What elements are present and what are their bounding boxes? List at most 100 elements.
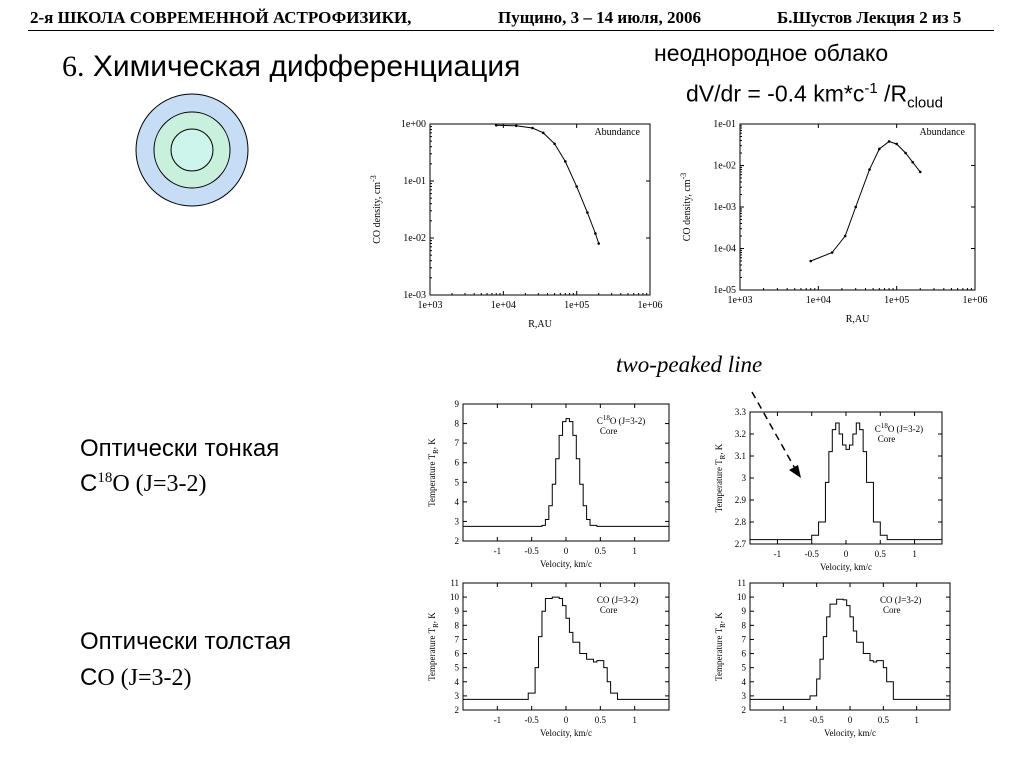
x-tick-label: 1 (632, 546, 637, 556)
series-line (750, 422, 942, 541)
data-point (531, 126, 534, 130)
legend-label-line2: Core (600, 605, 618, 615)
y-tick-label: 1e+00 (401, 119, 426, 130)
x-tick-label: -0.5 (525, 546, 540, 556)
y-tick-label: 2 (455, 536, 460, 546)
x-tick-label: -1 (494, 546, 502, 556)
header-rule (28, 30, 994, 31)
y-tick-label: 10 (737, 592, 747, 602)
y-tick-label: 4 (742, 677, 747, 687)
chart-co_core_2: -1 -0.5 0 0.5 1 2 3 4 5 6 7 8 9 10 11 Velocity, km/c Tem… (714, 578, 951, 738)
x-tick-label: 0 (564, 546, 569, 556)
y-tick-label: 8 (742, 620, 747, 630)
data-point (911, 160, 914, 164)
header-place-date: Пущино, 3 – 14 июля, 2006 (498, 8, 702, 27)
chart-c18o_two_peaked: -1 -0.5 0 0.5 1 2.7 2.8 2.9 3 3.1 3.2 3.3 Velocity, … (714, 407, 943, 572)
x-axis-label: Velocity, km/c (540, 559, 592, 569)
y-tick-label: 7 (455, 634, 460, 644)
y-tick-label: 10 (450, 592, 460, 602)
x-tick-label: 1e+03 (417, 300, 442, 311)
x-tick-label: 1e+03 (727, 295, 752, 306)
velocity-gradient-sup: -1 (864, 80, 878, 97)
y-tick-label: 11 (450, 578, 459, 588)
chart-abund1: 1e+03 1e+04 1e+05 1e+06 1e-03 1e-02 1e-01 1e+00… (369, 119, 663, 330)
velocity-gradient-sub: cloud (907, 94, 943, 112)
x-tick-label: 1e+04 (491, 300, 516, 311)
x-axis-label: R,AU (846, 314, 870, 325)
data-point (597, 242, 601, 245)
y-tick-label: 1e-03 (713, 202, 736, 213)
y-tick-label: 1e-05 (713, 285, 736, 296)
legend-label-line2: Core (600, 426, 618, 436)
x-tick-label: 0.5 (875, 549, 887, 559)
y-tick-label: 7 (742, 634, 747, 644)
x-tick-label: -1 (774, 549, 782, 559)
data-point (887, 140, 891, 143)
series-line (463, 418, 669, 527)
y-tick-label: 6 (742, 649, 747, 659)
x-axis-label: Velocity, km/c (824, 728, 876, 738)
y-tick-label: 5 (455, 663, 460, 673)
x-tick-label: 0.5 (878, 715, 890, 725)
subtitle-velocity-gradient: dV/dr = -0.4 km*c-1 /Rcloud (686, 80, 943, 111)
data-point (830, 251, 834, 254)
x-tick-label: 1e+06 (637, 300, 662, 311)
thick-species-c: C (80, 664, 98, 691)
data-point (904, 151, 907, 155)
x-tick-label: 1e+04 (806, 295, 831, 306)
y-tick-label: 9 (455, 606, 460, 616)
y-tick-label: 4 (455, 497, 460, 507)
x-tick-label: 1 (912, 549, 917, 559)
x-tick-label: 1e+05 (884, 295, 909, 306)
data-point (868, 168, 871, 171)
plot-frame (429, 123, 651, 296)
x-tick-label: -1 (494, 715, 502, 725)
data-point (594, 232, 597, 235)
data-point (895, 142, 898, 146)
y-tick-label: 2 (455, 705, 460, 715)
thin-species-sup: 18 (97, 470, 113, 486)
y-tick-label: 2.8 (735, 517, 747, 527)
data-point (494, 123, 498, 127)
velocity-gradient-rest: /R (877, 80, 908, 107)
data-point (843, 234, 847, 238)
y-tick-label: 3 (742, 691, 747, 701)
thick-species-rest: O (J=3-2) (97, 665, 192, 691)
x-tick-label: 0 (844, 549, 849, 559)
data-point (877, 147, 881, 151)
legend-label: CO (J=3-2) (880, 595, 921, 605)
data-point (564, 160, 567, 163)
plot-frame (739, 123, 976, 291)
y-tick-label: 1e-02 (403, 233, 426, 244)
data-point (586, 211, 589, 214)
x-tick-label: 0 (564, 715, 569, 725)
y-tick-label: 3.3 (735, 407, 747, 417)
subtitle-cloud: неоднородное облако (654, 40, 889, 66)
y-tick-label: 2.7 (735, 539, 747, 549)
label-thick-species: CO (J=3-2) (80, 664, 192, 692)
series-line (750, 598, 950, 700)
y-tick-label: 3.1 (735, 451, 746, 461)
y-axis-label: Temperature TR, K (427, 438, 440, 507)
legend-label: Abundance (919, 127, 965, 138)
y-tick-label: 3 (455, 516, 460, 526)
y-tick-label: 9 (455, 399, 460, 409)
title-text: Химическая дифференциация (92, 50, 521, 83)
x-tick-label: 1e+06 (962, 295, 987, 306)
y-axis-label: Temperature TR, K (714, 443, 727, 512)
thin-species-rest: O (J=3-2) (112, 471, 207, 497)
y-tick-label: 4 (455, 677, 460, 687)
y-tick-label: 1e-01 (403, 176, 426, 187)
series-line (496, 124, 600, 244)
velocity-gradient-main: dV/dr = -0.4 km*c (686, 80, 865, 107)
header-lecture: Б.Шустов Лекция 2 из 5 (777, 8, 962, 27)
x-tick-label: -0.5 (525, 715, 540, 725)
chart-co_core_1: -1 -0.5 0 0.5 1 2 3 4 5 6 7 8 9 10 11 Velocity, km/c Tem… (427, 578, 670, 738)
x-tick-label: 1 (914, 715, 919, 725)
series-line (463, 596, 669, 700)
legend-label: C18O (J=3-2) (875, 422, 923, 434)
y-tick-label: 5 (742, 663, 747, 673)
series-line (810, 140, 921, 262)
annotation-arrow (751, 391, 801, 478)
